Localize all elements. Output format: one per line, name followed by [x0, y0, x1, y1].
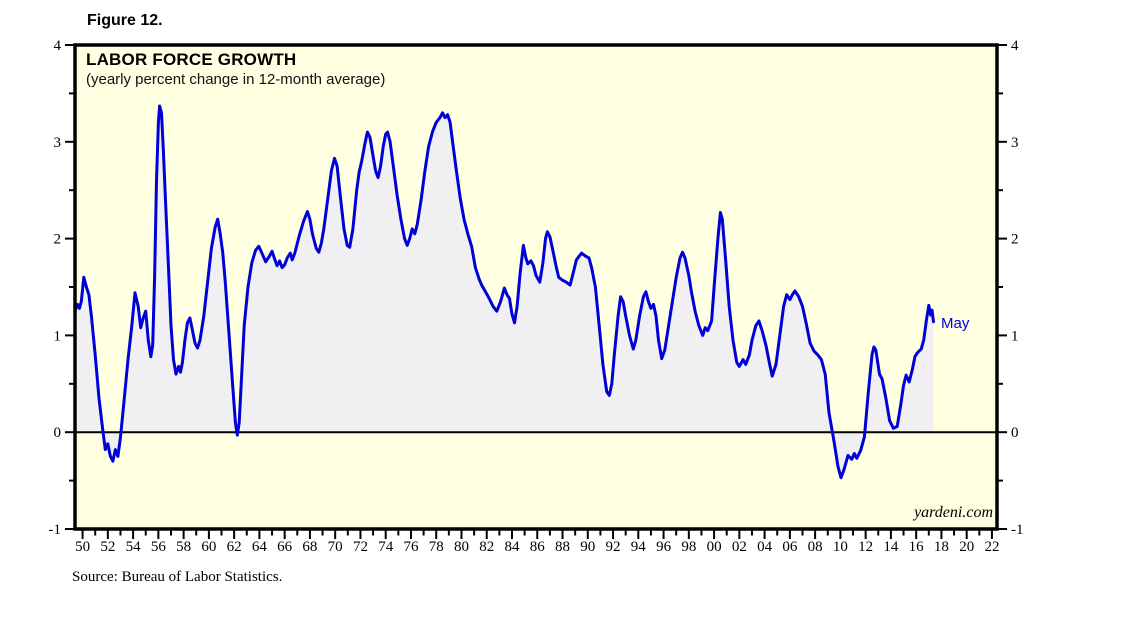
- y-axis-label-right: 4: [1011, 38, 1019, 54]
- x-axis-label: 60: [201, 539, 216, 555]
- x-axis-label: 82: [479, 539, 494, 555]
- x-axis-label: 52: [100, 539, 115, 555]
- yardeni-watermark: yardeni.com: [914, 504, 993, 521]
- x-axis-label: 74: [378, 539, 394, 555]
- x-axis-label: 62: [227, 539, 242, 555]
- y-axis-label-right: -1: [1011, 522, 1024, 538]
- x-axis-label: 20: [959, 539, 974, 555]
- x-axis-label: 18: [934, 539, 949, 555]
- x-axis-label: 02: [732, 539, 747, 555]
- x-axis-label: 12: [858, 539, 873, 555]
- x-axis-label: 72: [353, 539, 368, 555]
- y-axis-label-left: 3: [54, 135, 62, 151]
- x-axis-label: 58: [176, 539, 191, 555]
- x-axis-label: 86: [530, 539, 546, 555]
- x-axis-label: 16: [909, 539, 925, 555]
- x-axis-label: 94: [631, 539, 647, 555]
- x-axis-label: 00: [707, 539, 722, 555]
- x-axis-label: 22: [984, 539, 999, 555]
- y-axis-label-left: 0: [54, 425, 62, 441]
- x-axis-label: 56: [151, 539, 167, 555]
- y-axis-label-right: 1: [1011, 328, 1019, 344]
- x-axis-label: 66: [277, 539, 293, 555]
- chart-title: LABOR FORCE GROWTH: [86, 50, 297, 69]
- x-axis-label: 04: [757, 539, 773, 555]
- x-axis-label: 80: [454, 539, 469, 555]
- series-end-label: May: [941, 315, 970, 332]
- y-axis-label-left: 2: [54, 232, 62, 248]
- x-axis-label: 50: [75, 539, 90, 555]
- chart-subtitle: (yearly percent change in 12-month avera…: [86, 71, 386, 88]
- source-note: Source: Bureau of Labor Statistics.: [72, 569, 283, 585]
- x-axis-label: 88: [555, 539, 570, 555]
- x-axis-label: 08: [808, 539, 823, 555]
- x-axis-label: 64: [252, 539, 268, 555]
- y-axis-label-left: -1: [49, 522, 62, 538]
- y-axis-label-right: 0: [1011, 425, 1019, 441]
- labor-force-line: [74, 104, 935, 480]
- plot-frame: [73, 43, 999, 531]
- figure-label: Figure 12.: [87, 12, 163, 29]
- x-axis-label: 98: [681, 539, 696, 555]
- x-axis-label: 06: [782, 539, 798, 555]
- y-axis-label-left: 1: [54, 328, 62, 344]
- x-axis-label: 54: [126, 539, 142, 555]
- x-axis-label: 10: [833, 539, 848, 555]
- x-axis-label: 78: [429, 539, 444, 555]
- x-axis-label: 92: [606, 539, 621, 555]
- x-axis-label: 90: [580, 539, 595, 555]
- x-axis-label: 14: [883, 539, 899, 555]
- y-axis-label-left: 4: [54, 38, 62, 54]
- x-axis-label: 70: [328, 539, 343, 555]
- x-axis-label: 96: [656, 539, 672, 555]
- y-axis-label-right: 2: [1011, 232, 1019, 248]
- x-axis-label: 68: [302, 539, 317, 555]
- x-axis-label: 84: [505, 539, 521, 555]
- y-axis-label-right: 3: [1011, 135, 1019, 151]
- x-axis-label: 76: [403, 539, 419, 555]
